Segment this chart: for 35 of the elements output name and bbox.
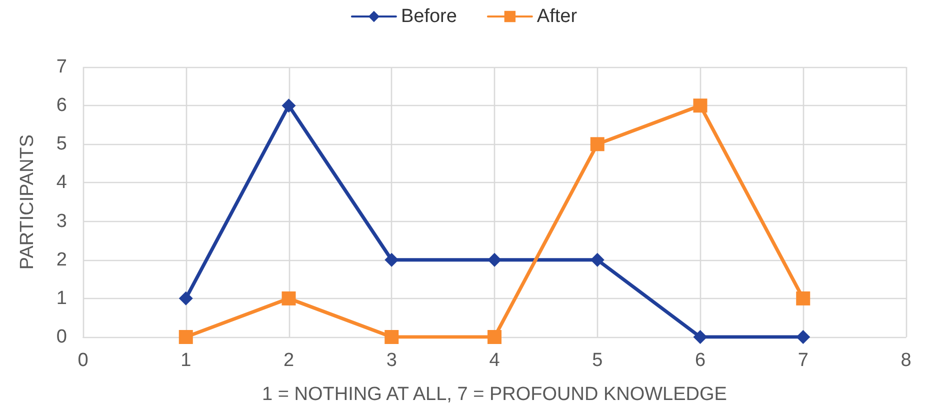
x-axis-title: 1 = NOTHING AT ALL, 7 = PROFOUND KNOWLEDGE	[262, 384, 727, 405]
y-tick-label: 0	[56, 326, 67, 348]
point	[178, 330, 193, 344]
y-tick-label: 2	[56, 249, 67, 270]
y-tick-label: 1	[56, 288, 67, 309]
y-tick-label: 7	[56, 56, 67, 78]
x-tick-label: 7	[798, 350, 808, 371]
legend-label: Before	[400, 6, 457, 27]
point	[693, 330, 708, 344]
y-axis-title: PARTICIPANTS	[17, 134, 38, 270]
y-tick-label: 3	[56, 210, 67, 232]
point	[488, 252, 502, 267]
point	[282, 291, 296, 306]
point	[693, 98, 708, 113]
point	[384, 252, 399, 267]
y-tick-label: 5	[56, 134, 67, 155]
x-tick-label: 1	[180, 350, 192, 371]
point	[282, 98, 296, 113]
x-tick-label: 2	[283, 350, 294, 371]
x-tick-label: 0	[78, 350, 88, 371]
y-tick-label: 4	[56, 172, 68, 194]
x-tick-label: 5	[592, 350, 603, 371]
point	[384, 330, 399, 344]
point	[796, 330, 810, 344]
y-tick-label: 6	[56, 95, 67, 116]
point	[590, 252, 604, 267]
x-tick-label: 8	[900, 350, 912, 371]
x-tick-label: 3	[386, 350, 397, 371]
point	[796, 291, 810, 306]
x-tick-label: 4	[489, 350, 500, 371]
point	[488, 330, 502, 344]
point	[590, 137, 604, 152]
x-tick-label: 6	[694, 350, 706, 371]
point	[178, 291, 193, 306]
legend-label: After	[536, 6, 578, 27]
